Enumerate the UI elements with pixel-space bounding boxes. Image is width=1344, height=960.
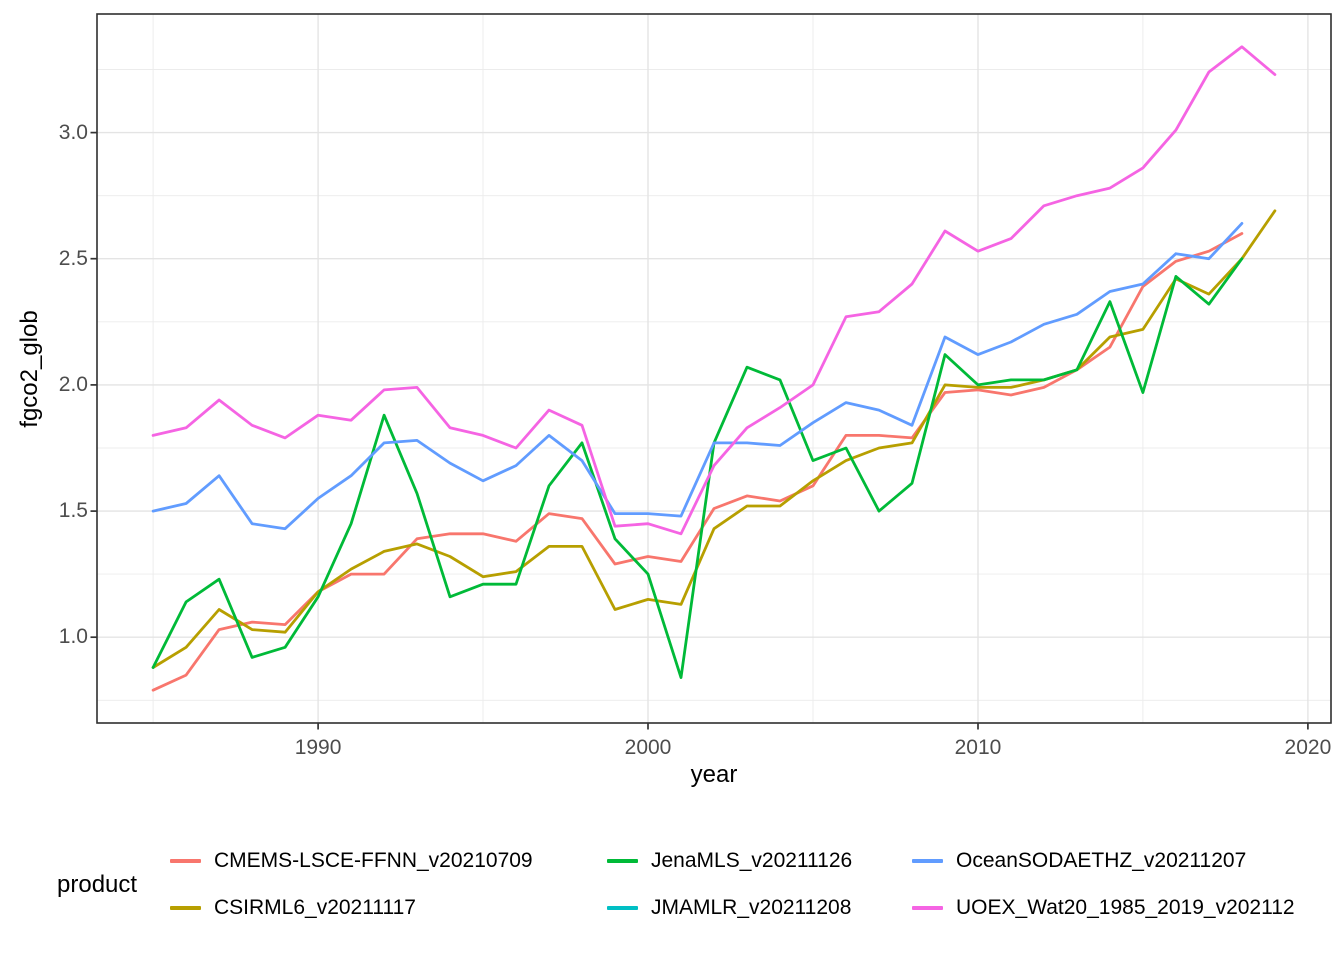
legend-item-uoex: UOEX_Wat20_1985_2019_v202112 xyxy=(912,896,1295,920)
plot-panel xyxy=(90,13,1332,730)
y-tick-label: 3.0 xyxy=(58,120,88,144)
legend-key-line xyxy=(170,859,201,863)
legend-item-csirml6: CSIRML6_v20211117 xyxy=(170,896,416,920)
legend-key-line xyxy=(912,859,943,863)
legend-label: JMAMLR_v20211208 xyxy=(651,896,852,919)
x-tick-label: 2010 xyxy=(954,736,1002,759)
series-line-JenaMLS_v20211126 xyxy=(151,257,1244,679)
y-axis-title: fgco2_glob xyxy=(16,310,43,428)
legend-label: UOEX_Wat20_1985_2019_v202112 xyxy=(956,896,1295,919)
x-tick-label: 2000 xyxy=(624,736,672,759)
x-tick-label: 2020 xyxy=(1284,736,1332,759)
y-tick-label: 1.5 xyxy=(58,499,88,523)
legend-title: product xyxy=(57,871,138,898)
legend-label: OceanSODAETHZ_v20211207 xyxy=(956,849,1247,872)
x-axis-title: year xyxy=(690,761,738,788)
series-line-OceanSODAETHZ_v20211207 xyxy=(151,221,1244,531)
series-line-UOEX_Wat20_1985_2019_v202112 xyxy=(151,45,1277,536)
legend-item-jmamlr: JMAMLR_v20211208 xyxy=(607,896,851,920)
series-line-CSIRML6_v20211117 xyxy=(151,209,1277,669)
legend-item-jenamls: JenaMLS_v20211126 xyxy=(607,849,852,873)
legend-label: JenaMLS_v20211126 xyxy=(651,849,853,872)
x-tick-label: 1990 xyxy=(294,736,342,759)
legend-label: CMEMS-LSCE-FFNN_v20210709 xyxy=(214,849,533,872)
y-tick-label: 2.5 xyxy=(58,246,88,270)
y-tick-label: 1.0 xyxy=(58,625,88,649)
legend-item-cmems: CMEMS-LSCE-FFNN_v20210709 xyxy=(170,849,533,873)
series-line-CMEMS-LSCE-FFNN_v20210709 xyxy=(151,232,1244,692)
legend-key-line xyxy=(912,906,943,910)
legend-key-line xyxy=(170,906,201,910)
y-tick-label: 2.0 xyxy=(58,372,88,396)
legend-item-oceansoda: OceanSODAETHZ_v20211207 xyxy=(912,849,1246,873)
legend-key-line xyxy=(607,859,638,863)
legend-label: CSIRML6_v20211117 xyxy=(214,896,416,919)
legend-key-line xyxy=(607,906,638,910)
panel-border xyxy=(96,13,1332,724)
